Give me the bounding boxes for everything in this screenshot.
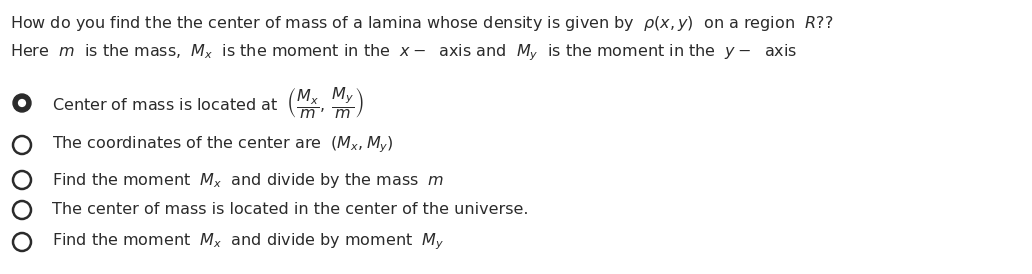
Text: The coordinates of the center are  $\left(M_x, M_y\right)$: The coordinates of the center are $\left… [52, 135, 394, 155]
Text: Find the moment  $M_x$  and divide by the mass  $m$: Find the moment $M_x$ and divide by the … [52, 170, 445, 190]
Text: Find the moment  $M_x$  and divide by moment  $M_y$: Find the moment $M_x$ and divide by mome… [52, 232, 444, 252]
Text: How do you find the the center of mass of a lamina whose density is given by  $\: How do you find the the center of mass o… [10, 14, 833, 33]
Text: Here  $m$  is the mass,  $M_x$  is the moment in the  $x-$  axis and  $M_y$  is : Here $m$ is the mass, $M_x$ is the momen… [10, 42, 798, 62]
Circle shape [13, 94, 31, 112]
Text: Center of mass is located at  $\left(\dfrac{M_x}{m},\; \dfrac{M_y}{m}\right)$: Center of mass is located at $\left(\dfr… [52, 85, 364, 121]
Circle shape [19, 99, 26, 106]
Text: The center of mass is located in the center of the universe.: The center of mass is located in the cen… [52, 202, 528, 218]
